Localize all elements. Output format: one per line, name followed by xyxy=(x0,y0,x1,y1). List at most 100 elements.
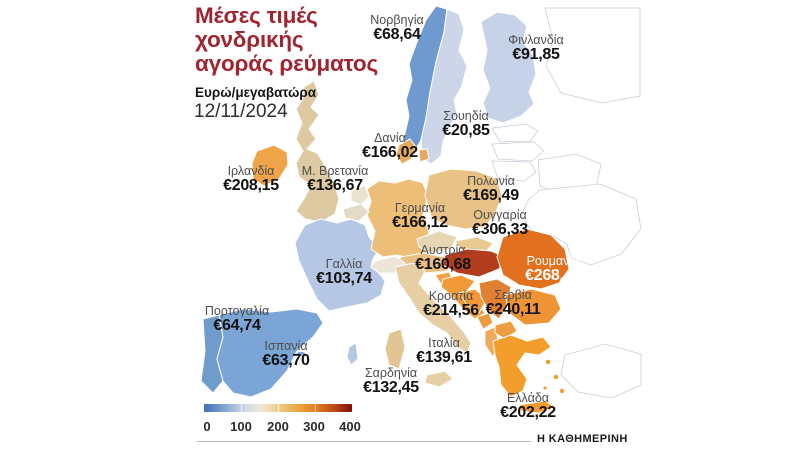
legend-separator xyxy=(278,404,279,412)
country-name: Γερμανία xyxy=(394,201,446,215)
greek-island-dot xyxy=(553,374,559,380)
country-name: Μ. Βρετανία xyxy=(301,164,369,178)
country-price: €240,11 xyxy=(485,301,541,318)
country-name: Κροατία xyxy=(428,289,474,303)
label-portugal: Πορτογαλία €64,74 xyxy=(205,304,269,334)
country-price: €64,74 xyxy=(213,317,261,334)
label-italy: Ιταλία €139,61 xyxy=(416,336,472,366)
country-name: Γαλλία xyxy=(325,257,363,271)
label-france: Γαλλία €103,74 xyxy=(316,257,372,287)
country-great-britain xyxy=(295,80,340,223)
country-name: Ιρλανδία xyxy=(227,164,275,178)
country-price: €268,45 xyxy=(525,267,581,284)
country-price: €169,49 xyxy=(463,187,519,204)
greek-island-dot xyxy=(559,388,565,394)
country-name: Ελλάδα xyxy=(506,391,550,405)
island-balearics xyxy=(295,351,307,357)
country-name: Νορβηγία xyxy=(370,13,424,27)
country-name: Ρουμανία xyxy=(526,254,580,268)
legend-separator xyxy=(241,404,242,412)
legend-tick-200: 200 xyxy=(267,419,289,434)
country-name: Σερβία xyxy=(494,288,532,302)
country-name: Ιταλία xyxy=(428,336,460,350)
label-greece: Ελλάδα €202,22 xyxy=(500,391,556,421)
country-price: €214,56 xyxy=(423,302,479,319)
country-price: €208,15 xyxy=(223,177,279,194)
label-poland: Πολωνία €169,49 xyxy=(463,174,519,204)
region-lithuania xyxy=(491,160,537,182)
country-price: €63,70 xyxy=(262,352,310,369)
country-denmark xyxy=(395,138,417,165)
label-austria: Αυστρία €160,68 xyxy=(415,243,471,273)
country-poland xyxy=(424,168,503,230)
country-price: €136,67 xyxy=(307,177,363,194)
units-subtitle: Ευρώ/μεγαβατώρα xyxy=(195,85,317,100)
date-label: 12/11/2024 xyxy=(194,101,288,122)
country-price: €91,85 xyxy=(512,46,560,63)
region-montenegro xyxy=(476,312,494,330)
country-price: €160,68 xyxy=(415,256,471,273)
country-romania xyxy=(496,228,570,290)
greek-island-dot xyxy=(545,359,551,365)
country-price: €20,85 xyxy=(442,122,490,139)
country-price: €166,12 xyxy=(392,214,448,231)
country-italy xyxy=(394,262,472,354)
legend-tick-400: 400 xyxy=(339,419,361,434)
label-croatia: Κροατία €214,56 xyxy=(423,289,479,319)
label-germany: Γερμανία €166,12 xyxy=(392,201,448,231)
country-name: Πορτογαλία xyxy=(204,304,270,318)
country-serbia xyxy=(478,278,512,320)
country-name: Πολωνία xyxy=(467,174,515,188)
country-price: €132,45 xyxy=(363,379,419,396)
label-norway: Νορβηγία €68,64 xyxy=(370,13,424,43)
label-denmark: Δανία €166,02 xyxy=(362,131,418,161)
title-line-3: αγοράς ρεύματος xyxy=(195,51,378,76)
legend-separator xyxy=(315,404,316,412)
country-hungary xyxy=(442,248,506,278)
region-czechia xyxy=(416,230,458,254)
country-ireland xyxy=(251,144,289,187)
country-name: Δανία xyxy=(374,131,406,145)
title-line-2: χονδρικής xyxy=(195,27,304,52)
island-sicily xyxy=(424,370,454,388)
source-logo: Η ΚΑΘΗΜΕΡΙΝΗ xyxy=(537,433,628,445)
label-spain: Ισπανία €63,70 xyxy=(262,339,309,369)
country-name: Σουηδία xyxy=(443,109,489,123)
region-ukraine xyxy=(520,183,642,266)
country-price: €103,74 xyxy=(316,270,372,287)
label-hungary: Ουγγαρία €306,33 xyxy=(472,208,528,238)
island-crete xyxy=(518,400,556,414)
country-name: Ισπανία xyxy=(264,339,308,353)
region-turkey xyxy=(560,343,642,399)
country-greece xyxy=(492,334,552,398)
greek-island-dot xyxy=(543,386,547,390)
label-ireland: Ιρλανδία €208,15 xyxy=(223,164,279,194)
country-price: €68,64 xyxy=(373,26,421,43)
footer-divider xyxy=(197,441,531,442)
island-corsica xyxy=(346,342,359,366)
legend-tick-300: 300 xyxy=(303,419,325,434)
country-sardinia xyxy=(384,328,406,370)
region-estonia xyxy=(491,123,539,143)
country-price: €306,33 xyxy=(472,221,528,238)
country-name: Ουγγαρία xyxy=(473,208,527,222)
region-bulgaria xyxy=(504,288,562,326)
region-bosnia xyxy=(458,288,488,314)
label-great-britain: Μ. Βρετανία €136,67 xyxy=(302,164,369,194)
label-serbia: Σερβία €240,11 xyxy=(486,288,541,318)
country-name: Φινλανδία xyxy=(508,33,564,47)
label-finland: Φινλανδία €91,85 xyxy=(508,33,564,63)
region-netherlands xyxy=(350,184,370,206)
region-belgium xyxy=(342,203,370,222)
country-finland xyxy=(480,11,537,124)
legend-tick-100: 100 xyxy=(230,419,252,434)
label-sardinia: Σαρδηνία €132,45 xyxy=(363,366,419,396)
label-sweden: Σουηδία €20,85 xyxy=(442,109,489,139)
country-price: €202,22 xyxy=(500,404,556,421)
country-denmark-island xyxy=(418,148,430,163)
page-title: Μέσες τιμές χονδρικής αγοράς ρεύματος xyxy=(195,4,378,76)
country-name: Αυστρία xyxy=(420,243,466,257)
title-line-1: Μέσες τιμές xyxy=(195,3,318,28)
